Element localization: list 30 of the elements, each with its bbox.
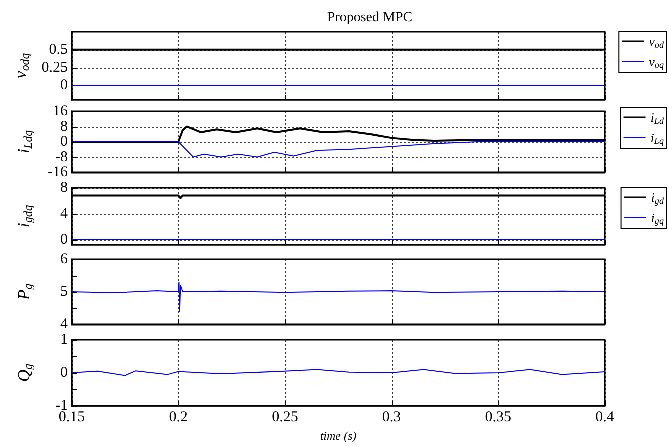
y-tick-label: 0 (60, 232, 68, 248)
y-tick-label: 16 (53, 104, 68, 120)
y-axis-title: Qg (14, 364, 35, 382)
y-tick-label: 4 (60, 316, 68, 332)
y-axis-title: iLdq (14, 130, 35, 154)
y-axis-title: vodq (11, 53, 32, 79)
y-tick-label: 8 (60, 118, 68, 135)
y-axis-title: Pg (14, 284, 35, 302)
y-tick-label: 0.5 (49, 42, 68, 58)
y-tick-label: 0 (60, 365, 68, 382)
line-series (72, 282, 606, 312)
line-series (72, 142, 606, 158)
y-tick-label: 0.25 (42, 60, 68, 76)
x-axis-title: time (s) (320, 429, 357, 443)
y-tick-label: 5 (60, 284, 68, 300)
x-tick-label: 0.35 (485, 410, 512, 426)
y-tick-label: 6 (60, 252, 68, 268)
y-tick-label: 4 (60, 206, 68, 222)
y-tick-label: 0 (60, 134, 68, 150)
x-tick-label: 0.25 (272, 410, 298, 426)
y-axis-title: igdq (14, 205, 35, 228)
x-tick-label: 0.4 (596, 410, 615, 426)
x-tick-label: 0.3 (382, 410, 402, 426)
y-tick-label: 8 (60, 180, 68, 196)
x-tick-label: 0.2 (169, 410, 188, 426)
chart-title: Proposed MPC (327, 10, 413, 26)
y-tick-label: 0 (60, 78, 68, 94)
y-tick-label: -8 (56, 149, 68, 166)
y-tick-label: -16 (48, 164, 68, 180)
y-tick-label: 1 (60, 332, 68, 348)
